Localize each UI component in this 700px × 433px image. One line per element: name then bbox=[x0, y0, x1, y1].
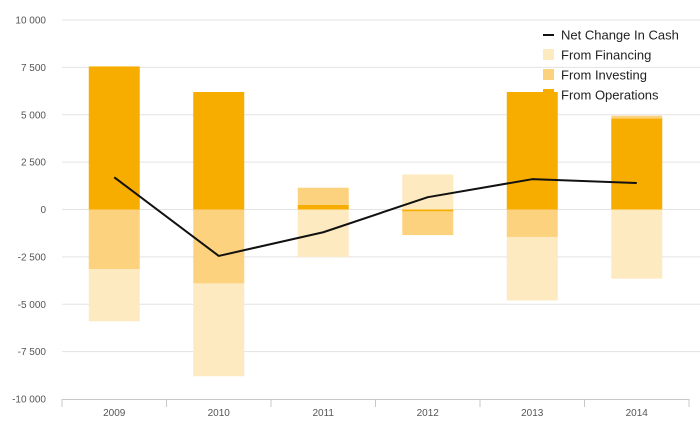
legend-swatch-from-operations bbox=[543, 89, 554, 100]
bars bbox=[88, 66, 663, 377]
legend-swatch-from-financing bbox=[543, 49, 554, 60]
x-tick-label: 2009 bbox=[103, 408, 126, 419]
x-axis: 2009 2010 2011 2012 2013 2014 bbox=[61, 399, 690, 419]
x-tick-label: 2011 bbox=[312, 408, 334, 419]
legend-swatch-net-change-in-cash bbox=[543, 34, 554, 36]
bar-from-investing-2014 bbox=[611, 115, 663, 119]
bar-from-operations-2014 bbox=[611, 118, 663, 210]
y-tick-label: -5 000 bbox=[18, 300, 47, 311]
y-tick-label: -2 500 bbox=[18, 252, 47, 263]
bar-from-investing-2011 bbox=[297, 187, 349, 205]
bar-from-operations-2011 bbox=[297, 204, 349, 210]
legend-label-net-change-in-cash: Net Change In Cash bbox=[561, 28, 679, 43]
bar-from-financing-2012 bbox=[402, 174, 454, 210]
bar-from-investing-2012 bbox=[402, 211, 454, 236]
legend-swatch-from-investing bbox=[543, 69, 554, 80]
y-tick-label: 10 000 bbox=[15, 16, 46, 27]
x-tick-label: 2013 bbox=[521, 408, 544, 419]
x-tick-label: 2010 bbox=[208, 408, 231, 419]
y-tick-label: 2 500 bbox=[21, 158, 46, 169]
y-tick-label: 5 000 bbox=[21, 110, 46, 121]
bar-from-operations-2012 bbox=[402, 209, 454, 212]
bar-from-financing-2009 bbox=[88, 269, 140, 322]
legend: Net Change In Cash From Financing From Inv… bbox=[543, 28, 679, 103]
bar-from-financing-2013 bbox=[506, 236, 558, 301]
y-axis: 10 000 7 500 5 000 2 500 0 -2 500 -5 000 -7 500… bbox=[12, 16, 46, 406]
bar-from-investing-2009 bbox=[88, 209, 140, 270]
y-tick-label: -7 500 bbox=[18, 347, 47, 358]
bar-from-financing-2014 bbox=[611, 209, 663, 279]
legend-label-from-investing: From Investing bbox=[561, 68, 647, 83]
bar-from-investing-2013 bbox=[506, 209, 558, 237]
bar-from-operations-2009 bbox=[88, 66, 140, 210]
line-net-change-in-cash bbox=[113, 176, 637, 257]
grid-lines bbox=[62, 19, 700, 353]
y-tick-label: -10 000 bbox=[12, 395, 46, 406]
bar-from-operations-2010 bbox=[193, 92, 245, 210]
y-tick-label: 0 bbox=[40, 205, 46, 216]
legend-label-from-financing: From Financing bbox=[561, 48, 651, 63]
bar-from-financing-2010 bbox=[193, 283, 245, 377]
x-tick-label: 2014 bbox=[626, 408, 649, 419]
y-tick-label: 7 500 bbox=[21, 63, 46, 74]
bar-from-operations-2013 bbox=[506, 92, 558, 210]
x-tick-label: 2012 bbox=[417, 408, 440, 419]
bar-from-investing-2010 bbox=[193, 209, 245, 284]
net-change-line-layer bbox=[113, 176, 637, 257]
legend-label-from-operations: From Operations bbox=[561, 88, 659, 103]
